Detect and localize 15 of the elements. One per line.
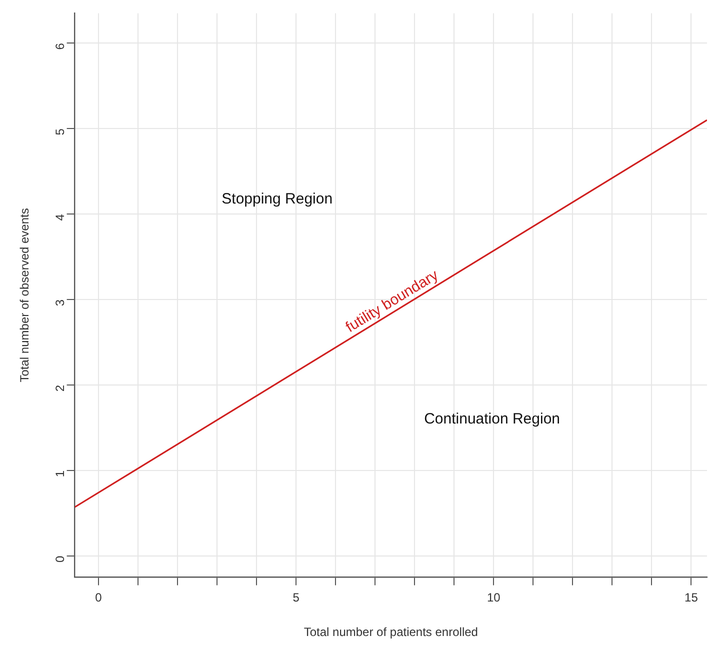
- x-tick-label: 0: [95, 590, 102, 605]
- y-tick-label: 1: [53, 470, 68, 478]
- x-tick-label: 15: [684, 590, 698, 605]
- y-tick-label: 6: [53, 42, 68, 50]
- y-tick-label: 5: [53, 128, 68, 136]
- annotation: Continuation Region: [424, 410, 560, 428]
- x-tick-label: 10: [486, 590, 501, 605]
- x-axis-title: Total number of patients enrolled: [304, 625, 478, 640]
- y-axis-title: Total number of observed events: [18, 208, 32, 382]
- y-tick-label: 0: [53, 556, 68, 563]
- x-tick-label: 5: [292, 590, 300, 605]
- y-tick-label: 3: [53, 299, 68, 306]
- annotation: Stopping Region: [222, 190, 333, 208]
- y-tick-label: 4: [53, 214, 68, 221]
- y-tick-label: 2: [53, 384, 68, 392]
